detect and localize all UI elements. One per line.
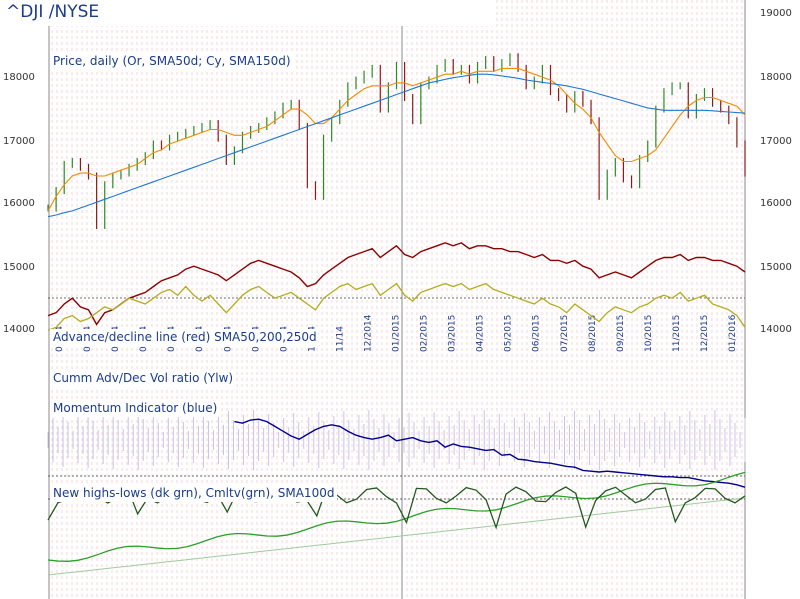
x-tick-label: 01/2015 <box>392 315 402 352</box>
x-tick-label: 04/2015 <box>476 315 486 352</box>
adline-panel-label: Advance/decline line (red) SMA50,200,250… <box>50 329 320 346</box>
x-tick-label: 03/2015 <box>448 315 458 352</box>
y-tick-right: 15000 <box>760 262 792 273</box>
y-tick-left: 16000 <box>3 198 35 209</box>
y-tick-right: 14000 <box>760 324 792 335</box>
x-tick-label: 07/2015 <box>560 315 570 352</box>
title-box: ^DJI /NYSE <box>0 0 496 26</box>
y-tick-right: 17000 <box>760 136 792 147</box>
series-line-cumulative <box>47 471 746 562</box>
ticker-title: ^DJI /NYSE <box>6 2 100 22</box>
y-tick-left: 17000 <box>3 136 35 147</box>
y-tick-left: 15000 <box>3 262 35 273</box>
x-tick-label: 11/2015 <box>672 315 682 352</box>
cumm-panel-label: Cumm Adv/Dec Vol ratio (Ylw) <box>50 370 237 387</box>
x-tick-label: 12/2014 <box>363 314 373 352</box>
x-tick-label: 05/2015 <box>504 315 514 352</box>
series-line-sma150 <box>47 73 746 218</box>
x-tick-label: 09/2015 <box>616 315 626 352</box>
x-tick-label: 06/2015 <box>532 315 542 352</box>
series-line-sma50 <box>47 67 746 212</box>
series-line-sma100 <box>47 497 746 576</box>
x-tick-label: 10/2015 <box>644 315 654 352</box>
y-tick-right: 16000 <box>760 198 792 209</box>
y-tick-left: 14000 <box>3 324 35 335</box>
y-tick-right: 18000 <box>760 72 792 83</box>
series-line-cumm-vol <box>47 282 746 331</box>
y-tick-left: 18000 <box>3 72 35 83</box>
price-panel-label: Price, daily (Or, SMA50d; Cy, SMA150d) <box>50 53 294 70</box>
x-tick-label: 02/2015 <box>420 315 430 352</box>
y-tick-right: 19000 <box>760 8 792 19</box>
x-tick-label: 01/2016 <box>728 314 738 352</box>
highs-panel-label: New highs-lows (dk grn), Cmltv(grn), SMA… <box>50 485 338 502</box>
x-tick-label: 11/14 <box>335 326 345 352</box>
momentum-panel-label: Momentum Indicator (blue) <box>50 400 221 417</box>
x-tick-label: 08/2015 <box>588 315 598 352</box>
x-tick-label: 12/2015 <box>700 315 710 352</box>
series-line-adline <box>47 242 746 326</box>
series-line-momentum <box>234 418 746 488</box>
